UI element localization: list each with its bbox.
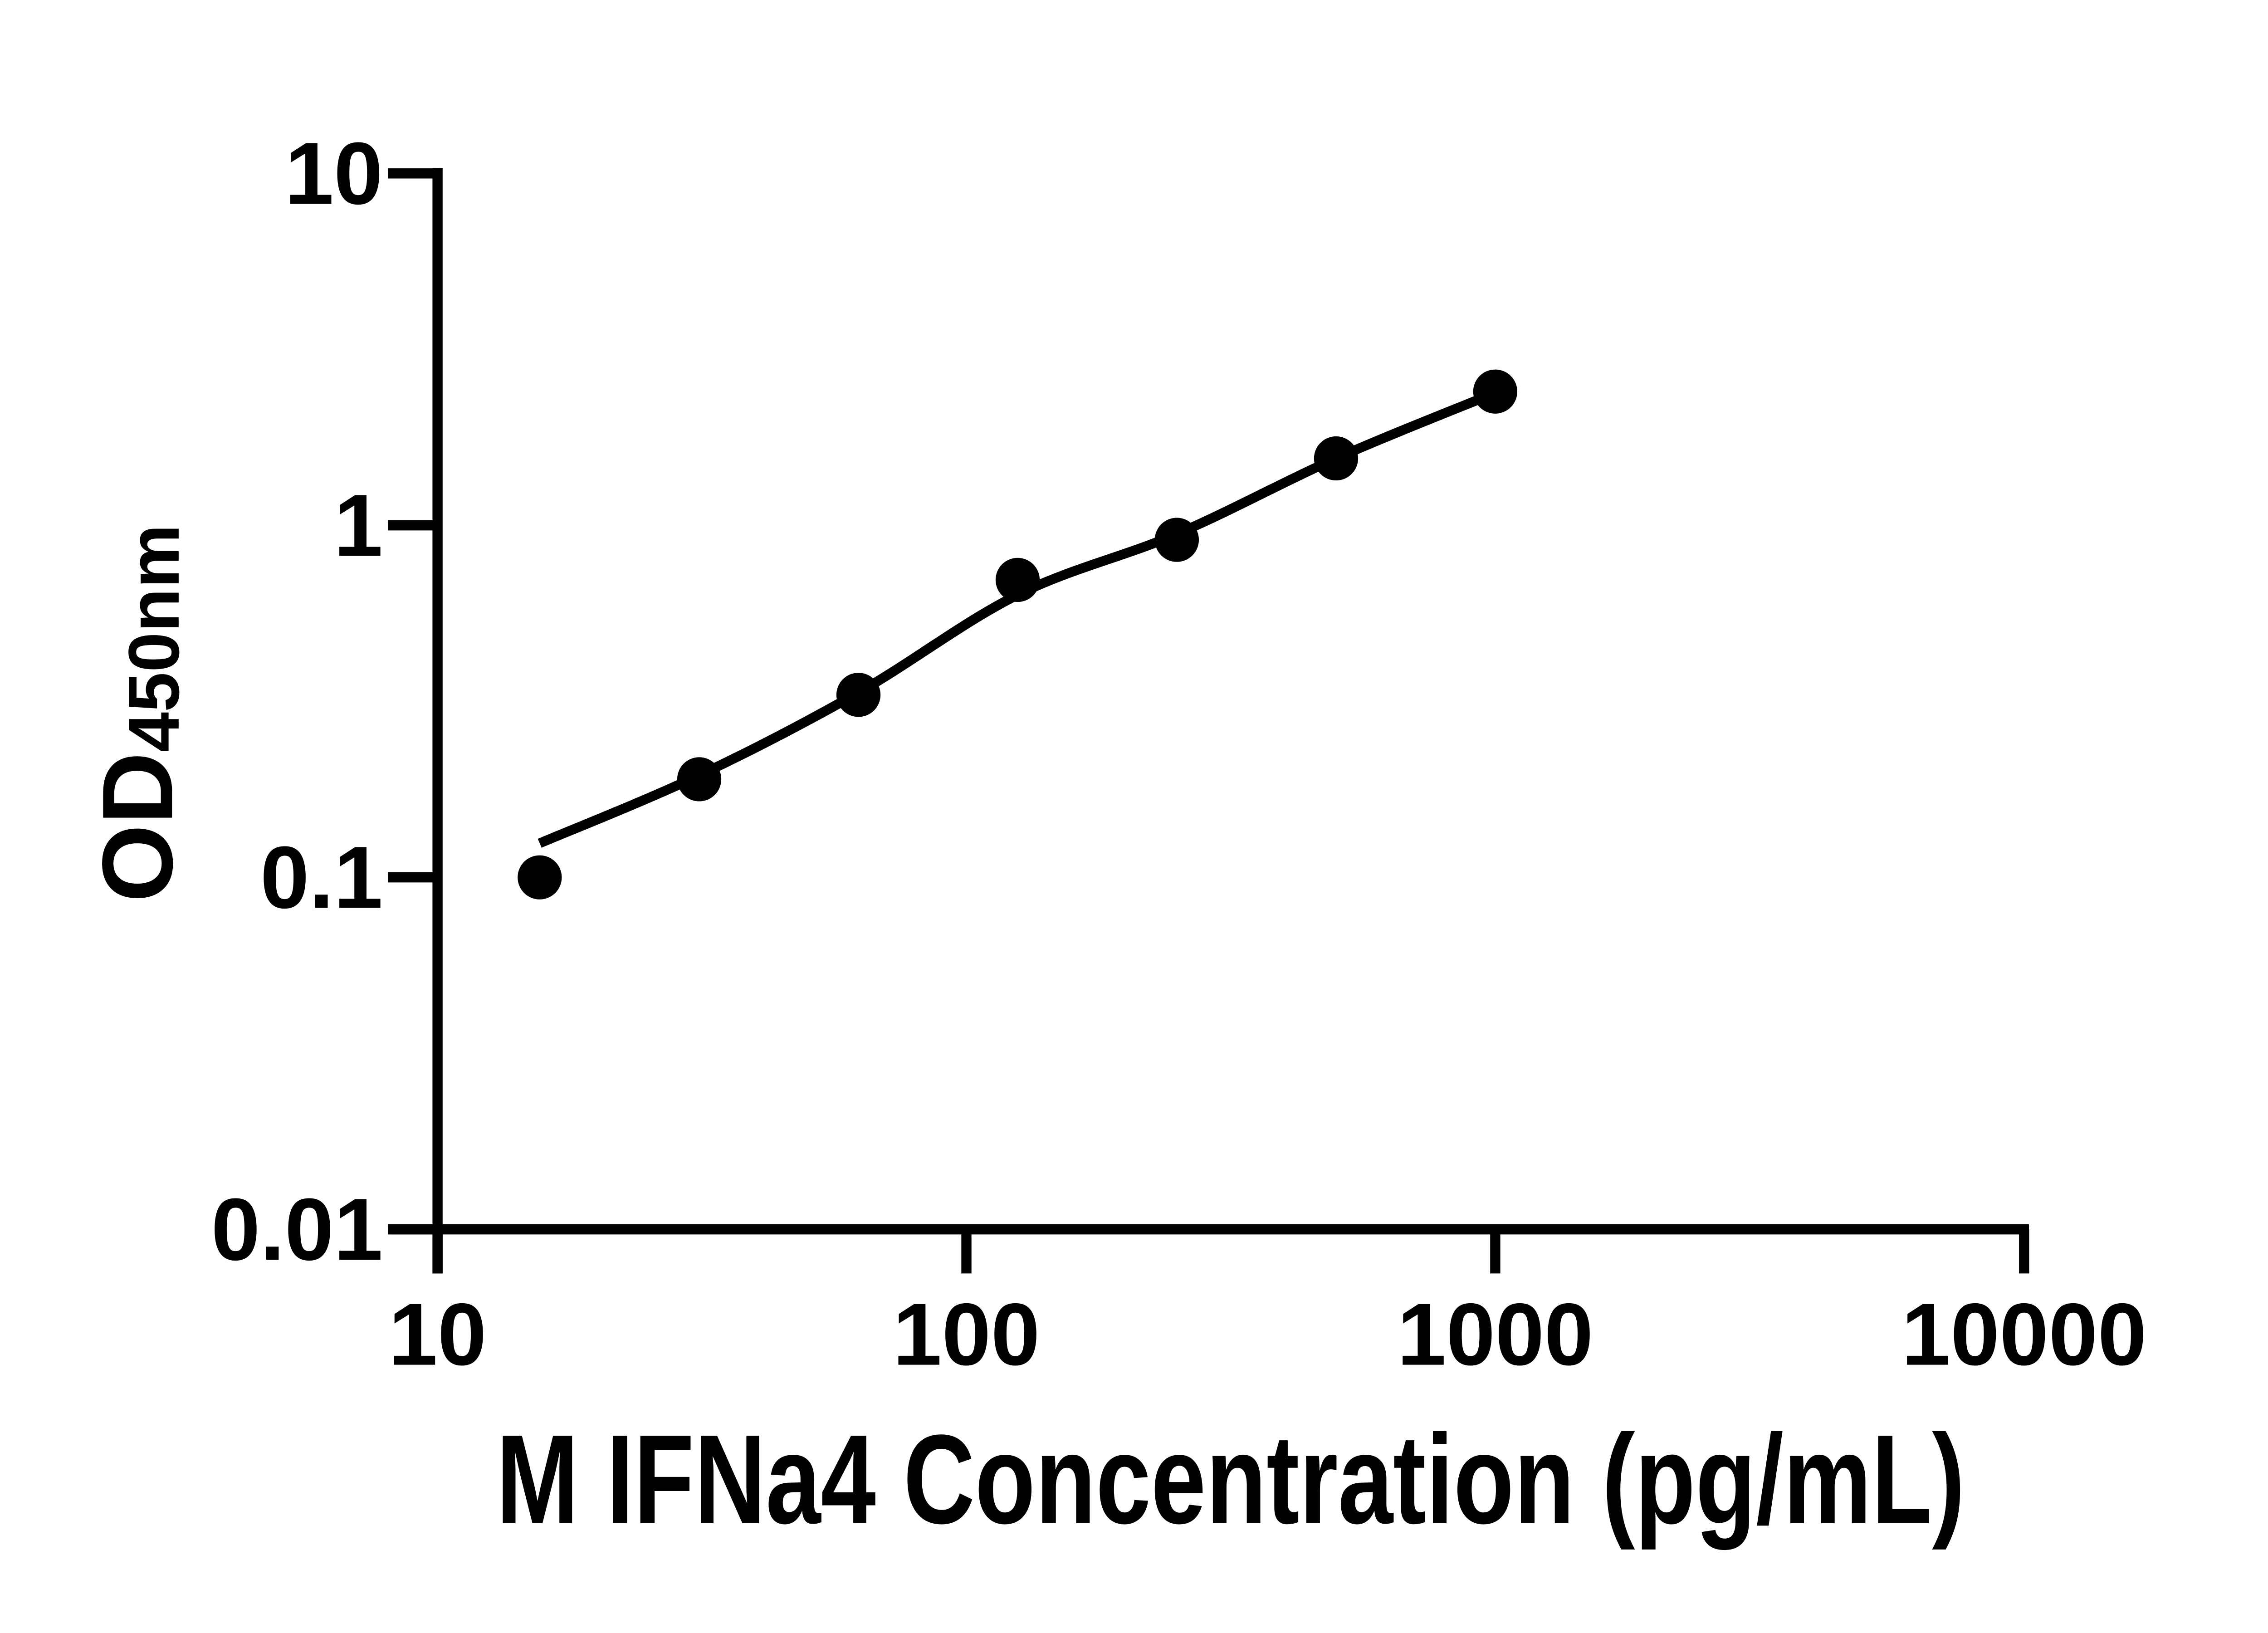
data-point: [995, 557, 1040, 602]
x-axis-title: M IFNa4 Concentration (pg/mL): [496, 1408, 1965, 1551]
x-tick-label: 1000: [1397, 1286, 1593, 1384]
y-tick-label: 0.01: [211, 1180, 383, 1279]
y-tick-label: 10: [285, 124, 383, 223]
x-tick-label: 100: [893, 1286, 1040, 1384]
x-tick-label: 10000: [1901, 1286, 2147, 1384]
data-point: [836, 673, 881, 717]
y-axis-title-subscript: 450nm: [114, 524, 194, 752]
y-tick-label: 0.1: [260, 828, 383, 927]
data-point: [1473, 369, 1518, 414]
data-point: [1154, 518, 1199, 562]
y-tick-label: 1: [334, 476, 383, 575]
x-tick-label: 10: [388, 1286, 486, 1384]
y-axis-title: OD450nm: [81, 524, 194, 902]
data-point: [518, 855, 562, 900]
y-axis-title-main: OD: [81, 752, 193, 902]
data-point: [1314, 436, 1359, 481]
data-point: [677, 757, 722, 802]
